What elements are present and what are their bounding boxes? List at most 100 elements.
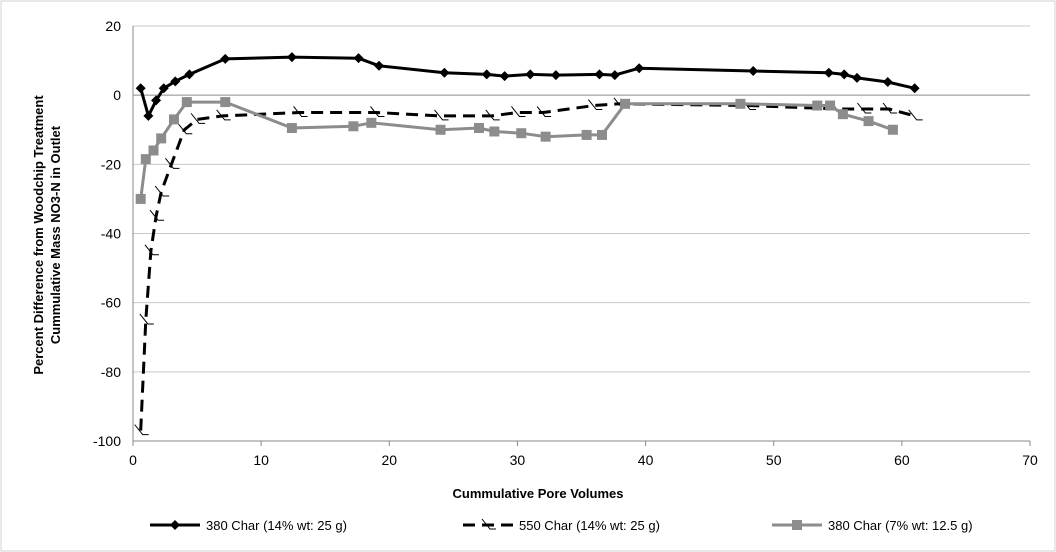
data-point	[434, 109, 449, 121]
data-point	[594, 69, 605, 80]
x-tick-label: 60	[894, 452, 910, 468]
y-tick-label: 0	[113, 87, 121, 103]
data-point	[170, 76, 181, 87]
data-point	[169, 114, 180, 125]
data-point	[887, 124, 898, 135]
data-point	[370, 106, 385, 117]
data-point	[216, 109, 231, 121]
data-point	[550, 70, 561, 81]
data-point	[882, 77, 893, 88]
legend-item-1: 380 Char (14% wt: 25 g)	[150, 518, 347, 533]
y-tick-label: -40	[101, 226, 121, 242]
data-point	[511, 106, 526, 117]
x-tick-label: 0	[129, 452, 137, 468]
legend-label: 380 Char (7% wt: 12.5 g)	[828, 518, 973, 533]
series-3	[135, 97, 898, 204]
series-line	[139, 102, 916, 431]
data-point	[587, 99, 603, 111]
data-point	[184, 69, 195, 80]
data-point	[597, 129, 608, 140]
data-point	[190, 113, 206, 124]
data-point	[151, 95, 162, 106]
data-point	[908, 109, 923, 121]
series-2	[134, 97, 923, 436]
axes	[132, 26, 1031, 446]
series-group	[134, 52, 923, 436]
legend-item-2: 550 Char (14% wt: 25 g)	[463, 518, 660, 533]
data-point	[609, 70, 620, 81]
data-point	[140, 154, 151, 165]
series-1	[135, 52, 920, 121]
data-point	[852, 72, 863, 83]
x-tick-label: 30	[510, 452, 526, 468]
data-point	[499, 71, 510, 82]
data-point	[748, 65, 759, 76]
data-point	[353, 53, 364, 64]
data-point	[135, 83, 146, 94]
legend-label: 550 Char (14% wt: 25 g)	[519, 518, 660, 533]
data-point	[473, 123, 484, 134]
x-tick-label: 50	[766, 452, 782, 468]
data-point	[581, 129, 592, 140]
data-point	[839, 69, 850, 80]
data-point	[139, 313, 154, 325]
data-point	[220, 53, 231, 64]
data-point	[634, 63, 645, 74]
y-tick-label: -80	[101, 364, 121, 380]
data-point	[181, 97, 192, 108]
data-point	[481, 69, 492, 80]
data-point	[909, 83, 920, 94]
legend: 380 Char (14% wt: 25 g) 550 Char (14% wt:…	[150, 518, 973, 533]
data-point	[857, 102, 872, 114]
data-point	[177, 123, 193, 135]
data-point	[439, 67, 450, 78]
data-point	[165, 158, 180, 169]
data-point	[812, 100, 823, 111]
data-point	[134, 424, 149, 436]
x-axis-title: Cummulative Pore Volumes	[453, 486, 624, 501]
data-point	[348, 121, 359, 132]
data-point	[135, 193, 146, 204]
data-point	[144, 244, 159, 256]
y-tick-label: -20	[101, 156, 121, 172]
data-point	[435, 124, 446, 135]
data-point	[158, 83, 169, 94]
data-point	[863, 116, 874, 127]
y-axis-title-line-1: Percent Difference from Woodchip Treatme…	[31, 95, 46, 375]
x-tick-label: 10	[253, 452, 269, 468]
legend-label: 380 Char (14% wt: 25 g)	[206, 518, 347, 533]
y-tick-label: 20	[105, 18, 121, 34]
data-point	[366, 117, 377, 128]
tick-labels: -100 -80 -60 -40 -20 0 20 0 10 20 30 40 50 60 70	[93, 18, 1038, 468]
data-point	[825, 100, 836, 111]
legend-item-3: 380 Char (7% wt: 12.5 g)	[772, 518, 973, 533]
data-point	[516, 128, 527, 139]
legend-swatch-marker	[481, 518, 496, 530]
data-point	[882, 102, 898, 114]
data-point	[485, 109, 500, 121]
data-point	[837, 109, 848, 120]
data-point	[154, 185, 170, 197]
data-point	[156, 133, 167, 144]
data-point	[293, 106, 308, 117]
data-point	[540, 131, 551, 142]
x-tick-label: 70	[1022, 452, 1038, 468]
data-point	[620, 98, 631, 109]
data-point	[823, 67, 834, 78]
data-point	[536, 106, 552, 117]
x-tick-label: 20	[381, 452, 397, 468]
data-point	[525, 69, 536, 80]
legend-swatch-marker	[170, 520, 180, 530]
data-point	[148, 145, 159, 156]
legend-swatch-marker	[792, 520, 802, 530]
data-point	[489, 126, 500, 137]
data-point	[374, 60, 385, 71]
data-point	[735, 98, 746, 109]
y-tick-label: -100	[93, 433, 121, 449]
data-point	[149, 209, 165, 221]
x-tick-label: 40	[638, 452, 654, 468]
y-tick-label: -60	[101, 295, 121, 311]
